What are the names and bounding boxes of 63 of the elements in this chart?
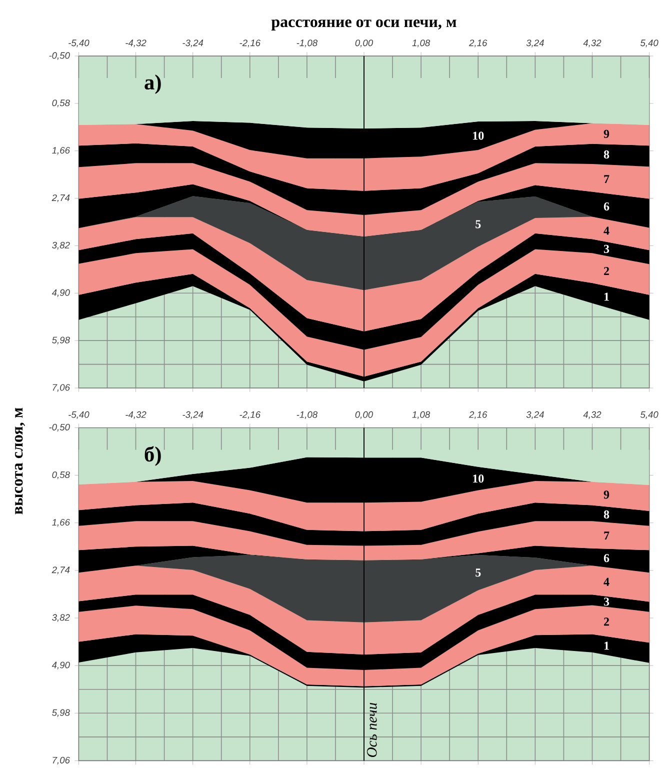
annotation: а) — [144, 74, 161, 94]
y-tick-label: 5,98 — [52, 709, 70, 717]
series-label: 6 — [604, 202, 610, 211]
series-label: 9 — [604, 490, 610, 499]
series-label: 7 — [604, 532, 610, 540]
y-tick-label: -0,50 — [49, 424, 70, 432]
series-label: 4 — [604, 226, 610, 235]
y-tick-label: 1,66 — [52, 519, 70, 527]
y-tick-label: 0,58 — [52, 471, 70, 480]
series-label: 7 — [604, 175, 610, 184]
ref-line-label: Ось печи — [366, 702, 377, 758]
x-tick-label: -2,16 — [240, 411, 261, 419]
y-tick-label: 3,82 — [52, 614, 70, 622]
x-tick-label: -5,40 — [68, 411, 90, 419]
x-tick-label: 2,16 — [468, 411, 488, 419]
series-label: 3 — [604, 244, 610, 253]
y-tick-label: 7,06 — [52, 756, 70, 765]
series-label: 2 — [604, 618, 609, 626]
y-axis-title: высота слоя, м — [15, 408, 25, 514]
y-tick-label: 7,06 — [52, 384, 70, 392]
y-tick-label: 2,74 — [52, 194, 70, 202]
x-tick-label: 0,00 — [355, 411, 373, 419]
x-tick-label: -3,24 — [182, 411, 204, 419]
series-label: 3 — [604, 598, 610, 606]
y-tick-label: 1,66 — [52, 147, 70, 155]
series-label: 8 — [604, 150, 610, 159]
series-label: 6 — [604, 554, 610, 562]
x-tick-label: 4,32 — [583, 411, 602, 419]
x-tick-label: 5,40 — [640, 411, 658, 419]
x-tick-label: -4,32 — [126, 411, 146, 419]
x-tick-label: 0,00 — [355, 40, 373, 48]
series-label: 1 — [604, 292, 609, 301]
series-label: 4 — [604, 578, 610, 586]
y-tick-label: 3,82 — [52, 242, 70, 250]
y-tick-label: 4,90 — [52, 662, 70, 670]
x-tick-label: -2,16 — [240, 40, 261, 48]
x-tick-label: 1,08 — [412, 411, 430, 419]
series-label: 10 — [473, 132, 484, 140]
series-label: 1 — [604, 642, 609, 650]
series-label: 10 — [473, 474, 484, 483]
series-label: 5 — [476, 568, 481, 577]
x-tick-label: -3,24 — [182, 40, 204, 48]
series-label: 5 — [476, 220, 481, 228]
y-tick-label: 4,90 — [52, 289, 70, 297]
x-tick-label: 3,24 — [526, 40, 544, 48]
series-label: 2 — [604, 266, 609, 275]
y-tick-label: 2,74 — [52, 566, 70, 574]
series-label: 8 — [604, 510, 610, 519]
x-tick-label: -1,08 — [296, 40, 318, 48]
x-tick-label: 4,32 — [583, 40, 602, 48]
x-tick-label: -5,40 — [68, 40, 90, 48]
y-tick-label: 5,98 — [52, 336, 70, 344]
y-tick-label: 0,58 — [52, 100, 70, 108]
x-tick-label: 3,24 — [526, 411, 544, 419]
x-tick-label: 5,40 — [640, 40, 658, 48]
x-tick-label: 2,16 — [468, 40, 488, 48]
x-axis-title: расстояние от оси печи, м — [271, 20, 456, 30]
series-label: 9 — [604, 130, 610, 138]
y-tick-label: -0,50 — [49, 52, 70, 60]
x-tick-label: -1,08 — [296, 411, 318, 419]
x-tick-label: 1,08 — [412, 40, 430, 48]
annotation: б) — [144, 446, 161, 466]
x-tick-label: -4,32 — [126, 40, 146, 48]
